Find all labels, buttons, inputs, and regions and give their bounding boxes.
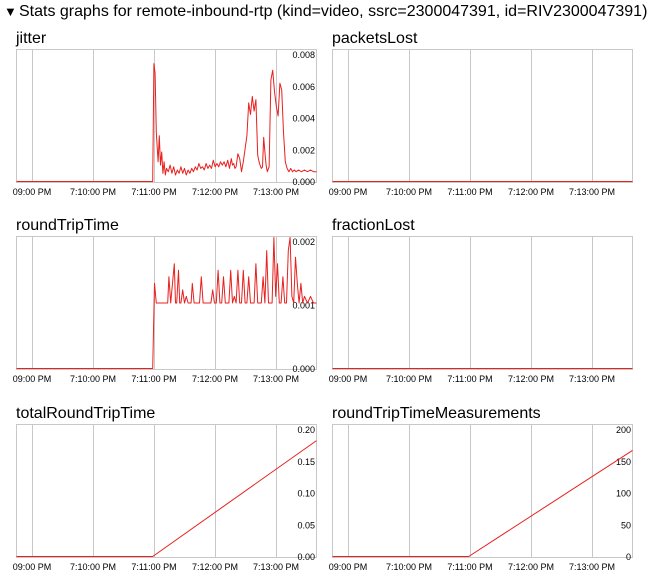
graph-title-round-trip-time: roundTripTime (16, 217, 119, 234)
y-tick-label: 0.004 (292, 114, 315, 124)
x-tick-label: 7:13:00 PM (253, 187, 299, 197)
x-tick-label: 7:12:00 PM (508, 374, 554, 384)
graph-fraction-lost: fractionLost 09:00 PM 7:10:00 PM 7:11:00 P… (329, 216, 648, 386)
graph-title-jitter: jitter (16, 30, 47, 47)
plot-frame (332, 236, 633, 370)
y-tick-label: 0.15 (297, 457, 315, 467)
chart-jitter: 09:00 PM 7:10:00 PM 7:11:00 PM 7:12:00 PM 7:… (13, 49, 317, 197)
graph-packets-lost: packetsLost 09:00 PM 7:10:00 PM 7:11:00 PM… (329, 29, 648, 199)
chart-round-trip-time-measurements: 09:00 PM 7:10:00 PM 7:11:00 PM 7:12:00 PM 7:… (329, 424, 633, 572)
series-line-roundTripTime (16, 237, 317, 369)
y-tick-label: 0.20 (297, 425, 315, 435)
y-tick-label: 0.10 (297, 489, 315, 499)
x-tick-label: 09:00 PM (329, 187, 368, 197)
series-line-totalRoundTripTime (16, 440, 317, 557)
chart-round-trip-time: 09:00 PM 7:10:00 PM 7:11:00 PM 7:12:00 PM 7:… (13, 236, 317, 384)
x-tick-label: 09:00 PM (329, 374, 368, 384)
y-tick-label: 0.006 (292, 82, 315, 92)
chart-packets-lost: 09:00 PM 7:10:00 PM 7:11:00 PM 7:12:00 PM 7:… (329, 49, 633, 197)
x-tick-label: 7:12:00 PM (508, 187, 554, 197)
graph-title-packets-lost: packetsLost (332, 30, 418, 47)
y-tick-label: 0.002 (292, 237, 315, 247)
x-tick-label: 09:00 PM (329, 562, 368, 572)
x-tick-label: 7:13:00 PM (569, 374, 615, 384)
x-tick-label: 7:10:00 PM (386, 187, 432, 197)
x-tick-label: 7:11:00 PM (447, 562, 492, 572)
series-line-jitter (16, 63, 317, 182)
x-tick-label: 7:12:00 PM (508, 562, 554, 572)
plot-frame (16, 424, 317, 558)
y-tick-label: 0.00 (297, 552, 315, 562)
y-tick-label: 0.000 (292, 364, 315, 374)
x-tick-label: 7:13:00 PM (569, 187, 615, 197)
x-tick-label: 7:11:00 PM (447, 374, 492, 384)
x-tick-label: 7:13:00 PM (253, 562, 299, 572)
x-tick-label: 7:12:00 PM (192, 374, 238, 384)
plot-frame (332, 49, 633, 183)
chart-total-round-trip-time: 09:00 PM 7:10:00 PM 7:11:00 PM 7:12:00 PM 7:… (13, 424, 317, 572)
graph-title-fraction-lost: fractionLost (332, 217, 415, 234)
x-tick-label: 7:12:00 PM (192, 562, 238, 572)
y-tick-label: 0 (626, 552, 631, 562)
graph-jitter: jitter 09:00 PM 7:10:00 PM 7:11:00 PM 7:12:… (13, 29, 332, 199)
x-tick-label: 7:11:00 PM (131, 562, 176, 572)
graph-round-trip-time-measurements: roundTripTimeMeasurements 09:00 PM 7:10:0… (329, 404, 648, 574)
x-tick-label: 7:10:00 PM (386, 562, 432, 572)
x-tick-label: 7:10:00 PM (386, 374, 432, 384)
x-tick-label: 7:10:00 PM (70, 374, 116, 384)
y-tick-label: 0.05 (297, 520, 315, 530)
plot-frame (332, 424, 633, 558)
graph-total-round-trip-time: totalRoundTripTime 09:00 PM 7:10:00 PM 7:1… (13, 404, 332, 574)
x-tick-label: 7:12:00 PM (192, 187, 238, 197)
series-line-roundTripTimeMeasurements (332, 449, 633, 557)
y-tick-label: 100 (616, 489, 631, 499)
x-tick-label: 7:10:00 PM (70, 187, 116, 197)
x-tick-label: 7:13:00 PM (569, 562, 615, 572)
y-tick-label: 0.002 (292, 145, 315, 155)
graph-title-round-trip-time-measurements: roundTripTimeMeasurements (332, 405, 541, 422)
x-tick-label: 7:11:00 PM (131, 187, 176, 197)
chart-fraction-lost: 09:00 PM 7:10:00 PM 7:11:00 PM 7:12:00 PM 7:… (329, 236, 633, 384)
y-tick-label: 50 (621, 520, 631, 530)
x-tick-label: 7:11:00 PM (447, 187, 492, 197)
x-tick-label: 09:00 PM (13, 562, 52, 572)
stats-graphs-header[interactable]: ▼ Stats graphs for remote-inbound-rtp (ki… (4, 1, 647, 23)
x-tick-label: 7:11:00 PM (131, 374, 176, 384)
graph-title-total-round-trip-time: totalRoundTripTime (16, 405, 156, 422)
x-tick-label: 09:00 PM (13, 187, 52, 197)
disclosure-triangle-icon[interactable]: ▼ (4, 4, 17, 19)
y-tick-label: 200 (616, 425, 631, 435)
y-tick-label: 0.001 (292, 301, 315, 311)
x-tick-label: 09:00 PM (13, 374, 52, 384)
x-tick-label: 7:10:00 PM (70, 562, 116, 572)
graph-round-trip-time: roundTripTime 09:00 PM 7:10:00 PM 7:11:00 … (13, 216, 332, 386)
stats-graphs-title: Stats graphs for remote-inbound-rtp (kin… (19, 3, 648, 20)
y-tick-label: 0.000 (292, 177, 315, 187)
x-tick-label: 7:13:00 PM (253, 374, 299, 384)
y-tick-label: 150 (616, 457, 631, 467)
plot-frame (16, 49, 317, 183)
y-tick-label: 0.008 (292, 50, 315, 60)
